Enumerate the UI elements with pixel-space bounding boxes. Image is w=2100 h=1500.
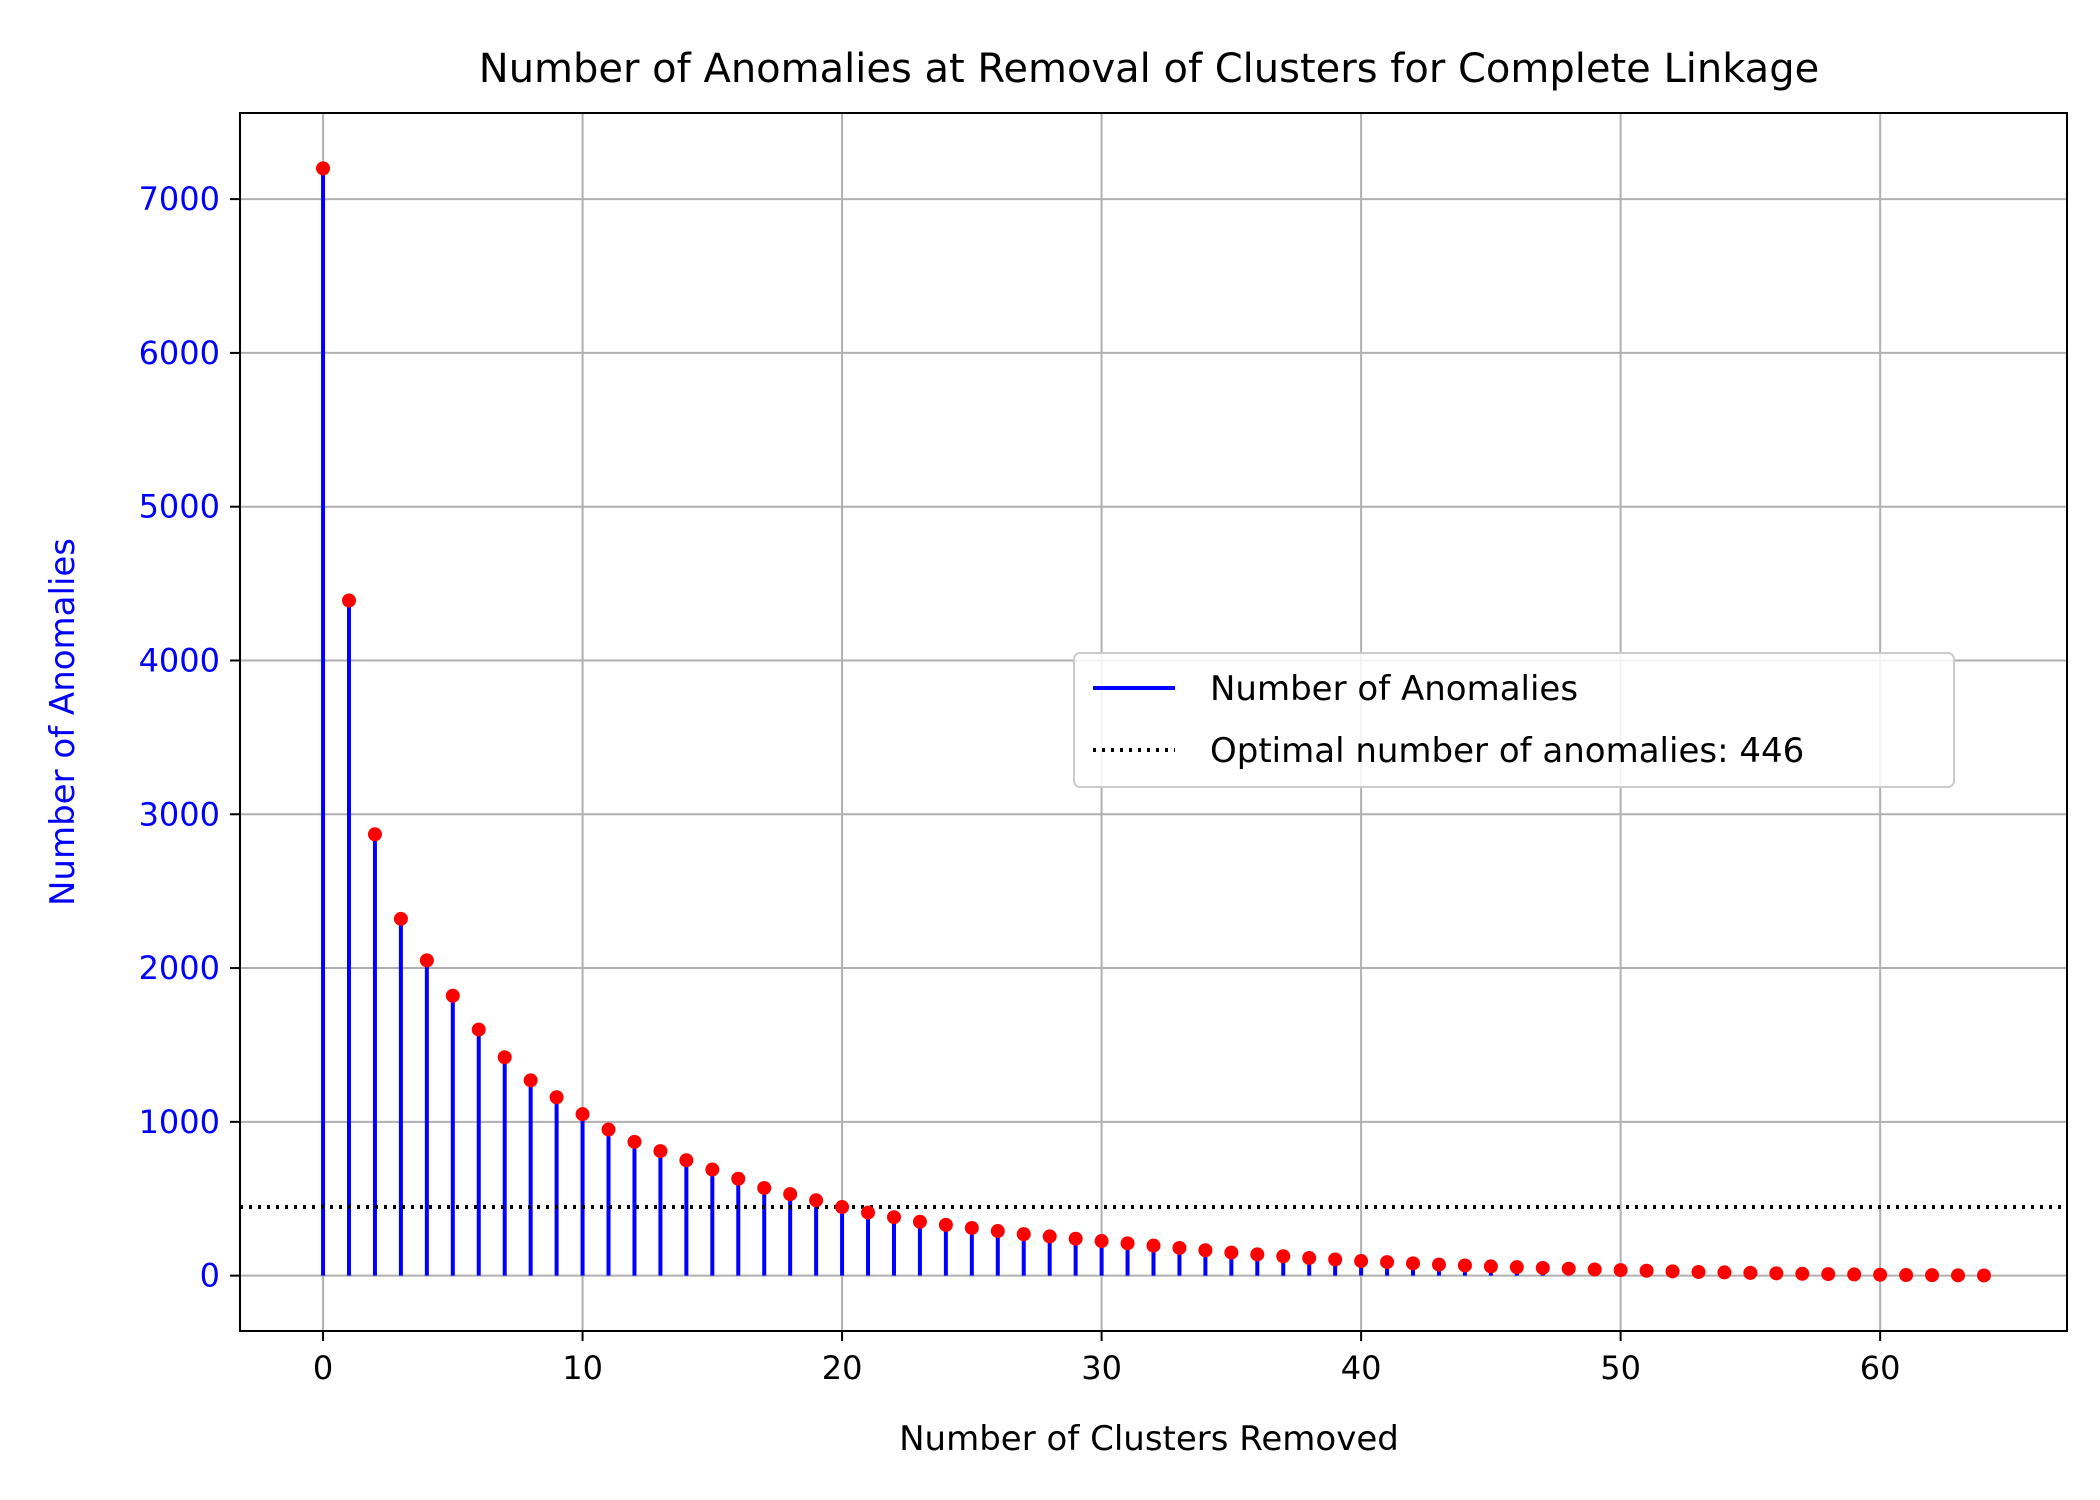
data-point bbox=[1457, 1258, 1472, 1273]
data-point bbox=[316, 161, 331, 176]
data-point bbox=[886, 1210, 901, 1225]
data-point bbox=[938, 1217, 953, 1232]
data-point bbox=[783, 1187, 798, 1202]
data-point bbox=[1743, 1265, 1758, 1280]
data-point bbox=[393, 911, 408, 926]
data-point bbox=[835, 1200, 850, 1215]
y-tick-label: 3000 bbox=[139, 795, 220, 833]
data-point bbox=[1717, 1265, 1732, 1280]
data-point bbox=[1561, 1261, 1576, 1276]
plot-frame bbox=[239, 112, 2068, 1332]
data-point bbox=[1769, 1266, 1784, 1281]
y-tick-label: 2000 bbox=[139, 949, 220, 987]
data-point bbox=[341, 593, 356, 608]
data-point bbox=[964, 1220, 979, 1235]
data-point bbox=[367, 827, 382, 842]
data-point bbox=[1639, 1263, 1654, 1278]
data-point bbox=[1925, 1268, 1940, 1283]
data-point bbox=[1354, 1254, 1369, 1269]
data-point bbox=[1328, 1252, 1343, 1267]
x-tick-label: 50 bbox=[1600, 1349, 1641, 1387]
data-point bbox=[1042, 1229, 1057, 1244]
data-point bbox=[1691, 1264, 1706, 1279]
data-point bbox=[990, 1224, 1005, 1239]
data-point bbox=[1951, 1268, 1966, 1283]
data-point bbox=[1509, 1260, 1524, 1275]
data-point bbox=[445, 988, 460, 1003]
data-point bbox=[1250, 1247, 1265, 1262]
x-tick-label: 60 bbox=[1860, 1349, 1901, 1387]
legend-label-anomalies: Number of Anomalies bbox=[1210, 669, 1578, 709]
y-tick-label: 6000 bbox=[139, 334, 220, 372]
data-point bbox=[1899, 1268, 1914, 1283]
legend-box bbox=[1073, 652, 1955, 788]
data-point bbox=[1068, 1231, 1083, 1246]
x-axis-label: Number of Clusters Removed bbox=[899, 1419, 1399, 1459]
data-point bbox=[523, 1073, 538, 1088]
y-tick-label: 7000 bbox=[139, 180, 220, 218]
data-point bbox=[471, 1022, 486, 1037]
data-point bbox=[705, 1162, 720, 1177]
y-tick-label: 5000 bbox=[139, 488, 220, 526]
data-point bbox=[679, 1153, 694, 1168]
data-point bbox=[549, 1090, 564, 1105]
data-point bbox=[1847, 1267, 1862, 1282]
data-point bbox=[809, 1193, 824, 1208]
data-point bbox=[861, 1205, 876, 1220]
data-point bbox=[757, 1180, 772, 1195]
y-axis-ticks: 0 1000 2000 3000 4000 5000 6000 7000 bbox=[139, 180, 240, 1295]
data-point bbox=[1380, 1255, 1395, 1270]
x-tick-label: 40 bbox=[1341, 1349, 1382, 1387]
data-point bbox=[1976, 1268, 1991, 1283]
data-point bbox=[1613, 1263, 1628, 1278]
data-point bbox=[1172, 1240, 1187, 1255]
data-point bbox=[912, 1214, 927, 1229]
data-point bbox=[1198, 1243, 1213, 1258]
y-tick-label: 1000 bbox=[139, 1103, 220, 1141]
markers bbox=[316, 161, 1991, 1283]
x-tick-label: 10 bbox=[562, 1349, 603, 1387]
y-axis-label: Number of Anomalies bbox=[43, 538, 83, 906]
data-point bbox=[1094, 1234, 1109, 1249]
data-point bbox=[1795, 1266, 1810, 1281]
data-point bbox=[1483, 1259, 1498, 1274]
data-point bbox=[731, 1171, 746, 1186]
data-point bbox=[1276, 1249, 1291, 1264]
data-point bbox=[575, 1107, 590, 1122]
data-point bbox=[1587, 1262, 1602, 1277]
data-point bbox=[1016, 1227, 1031, 1242]
x-tick-label: 20 bbox=[822, 1349, 863, 1387]
data-point bbox=[1120, 1236, 1135, 1251]
data-point bbox=[653, 1144, 668, 1159]
data-point bbox=[1665, 1264, 1680, 1279]
legend-label-optimal: Optimal number of anomalies: 446 bbox=[1210, 731, 1804, 771]
data-point bbox=[1535, 1260, 1550, 1275]
y-tick-label: 4000 bbox=[139, 641, 220, 679]
stems bbox=[321, 168, 1986, 1276]
data-point bbox=[1302, 1250, 1317, 1265]
grid bbox=[240, 113, 2067, 1331]
data-point bbox=[1146, 1238, 1161, 1253]
legend: Number of Anomalies Optimal number of an… bbox=[1073, 652, 1955, 788]
x-tick-label: 0 bbox=[313, 1349, 333, 1387]
data-point bbox=[1224, 1245, 1239, 1260]
y-tick-label: 0 bbox=[200, 1257, 220, 1295]
data-point bbox=[1873, 1267, 1888, 1282]
x-axis-ticks: 0 10 20 30 40 50 60 bbox=[313, 1331, 1901, 1387]
data-point bbox=[497, 1050, 512, 1065]
chart-title: Number of Anomalies at Removal of Cluste… bbox=[479, 46, 1819, 92]
data-point bbox=[1821, 1267, 1836, 1282]
data-point bbox=[1431, 1257, 1446, 1272]
data-point bbox=[601, 1122, 616, 1137]
x-tick-label: 30 bbox=[1081, 1349, 1122, 1387]
data-point bbox=[627, 1134, 642, 1149]
data-point bbox=[419, 953, 434, 968]
data-point bbox=[1406, 1256, 1421, 1271]
